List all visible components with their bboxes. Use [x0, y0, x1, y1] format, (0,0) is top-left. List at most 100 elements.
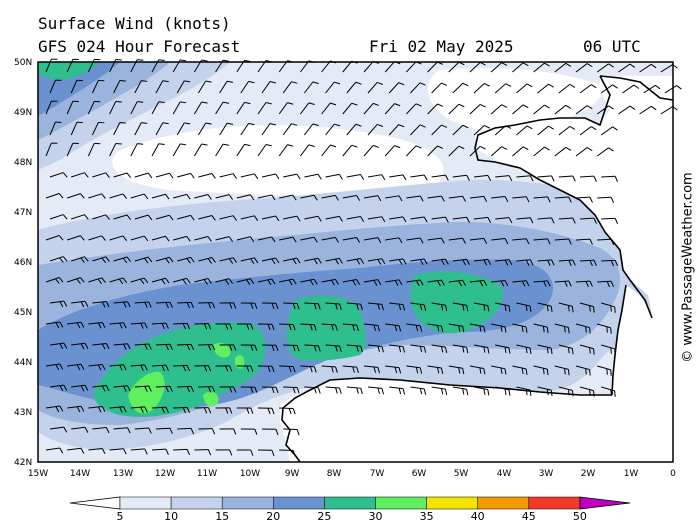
wind-barb	[283, 173, 298, 178]
latitude-axis: 50N 49N 48N 47N 46N 45N 44N 43N 42N	[14, 58, 32, 468]
wind-barb	[109, 364, 124, 367]
band-30-35-core4	[234, 355, 245, 369]
wind-barb-feather	[419, 304, 423, 311]
wind-barb-feather	[351, 102, 358, 106]
wind-barb-feather	[547, 259, 551, 266]
wind-barb	[67, 321, 82, 325]
wind-barb	[197, 80, 207, 94]
wind-barb-feather	[565, 146, 572, 151]
wind-barb-feather	[182, 279, 187, 285]
wind-barb	[452, 344, 467, 348]
wind-barb-feather	[158, 101, 165, 104]
wind-barb-feather	[381, 388, 384, 395]
wind-barb-feather	[437, 367, 440, 374]
calm-patch-northeast	[428, 68, 602, 131]
wind-barb-feather	[58, 235, 64, 241]
wind-barb	[597, 196, 612, 199]
wind-barb-feather	[250, 344, 254, 351]
wind-barb-feather	[546, 305, 549, 312]
wind-barb	[194, 278, 209, 283]
wind-barb	[91, 122, 99, 136]
wind-barb-feather	[207, 365, 212, 372]
wind-barb-feather	[445, 258, 449, 265]
wind-barb-feather	[313, 324, 317, 331]
wind-barb-feather	[381, 174, 386, 181]
wind-barb	[537, 386, 552, 391]
wind-barb	[597, 280, 612, 283]
wind-barb	[495, 386, 510, 391]
wind-barb-feather	[593, 259, 597, 266]
wind-barb	[173, 235, 187, 241]
wind-barb	[367, 386, 382, 389]
wind-barb-feather	[504, 196, 509, 203]
wind-barb-feather	[504, 304, 507, 311]
wind-barb	[173, 364, 188, 367]
wind-barb	[177, 256, 191, 262]
wind-barb-feather	[568, 196, 572, 203]
wind-barb-feather	[254, 173, 259, 180]
wind-barb-feather	[419, 237, 424, 244]
wind-barb	[367, 344, 382, 347]
wind-barb-feather	[229, 365, 233, 372]
wind-barb-feather	[312, 81, 319, 85]
wind-barb-feather	[59, 257, 64, 263]
lat-label: 49N	[14, 108, 32, 118]
forecast-time: 06 UTC	[583, 37, 641, 56]
wind-barb-feather	[250, 302, 254, 309]
wind-barb-feather	[610, 369, 612, 376]
wind-barb-feather	[287, 144, 294, 147]
wind-barb-feather	[377, 303, 380, 310]
wind-barb-feather	[339, 387, 342, 394]
wind-barb	[215, 101, 224, 115]
wind-barb-feather	[201, 101, 208, 104]
wind-barb	[45, 193, 60, 199]
wind-barb	[363, 365, 378, 368]
wind-barb	[283, 215, 298, 220]
wind-barb-feather	[59, 343, 64, 350]
wind-barb	[427, 323, 442, 327]
wind-barb-feather	[265, 144, 272, 147]
wind-barb	[151, 101, 160, 115]
wind-barb-feather	[466, 217, 470, 223]
lon-label: 13W	[113, 469, 133, 479]
wind-barb-feather	[126, 214, 132, 221]
wind-barb-feather	[211, 428, 216, 435]
wind-barb-feather	[398, 388, 402, 395]
wind-barb	[512, 238, 527, 241]
wind-barb-feather	[550, 390, 553, 397]
wind-barb-feather	[158, 59, 165, 62]
wind-barb	[130, 277, 145, 283]
wind-barb	[643, 84, 656, 94]
wind-barb	[533, 104, 545, 115]
wind-barb-feather	[186, 278, 191, 284]
wind-barb-feather	[228, 278, 234, 284]
wind-barb-feather	[525, 238, 530, 245]
wind-barb-feather	[585, 326, 587, 333]
wind-barb-feather	[462, 346, 465, 353]
wind-barb-feather	[487, 389, 490, 396]
wind-barb	[389, 258, 404, 262]
wind-barb	[130, 448, 145, 451]
wind-barb-feather	[542, 368, 545, 375]
wind-barb-feather	[84, 214, 89, 220]
wind-barb-feather	[59, 385, 64, 392]
wind-barb-feather	[55, 364, 60, 371]
band-30-35-core1	[128, 371, 165, 414]
wind-barb-feather	[250, 365, 254, 372]
wind-barb-feather	[508, 389, 511, 396]
wind-barb-feather	[440, 325, 444, 332]
wind-barb-feather	[144, 406, 148, 413]
wind-barb-feather	[147, 256, 153, 263]
wind-barb	[597, 323, 611, 329]
wind-barb-feather	[419, 367, 423, 374]
wind-barb-feather	[165, 364, 169, 371]
wind-barb-feather	[246, 279, 251, 285]
wind-barb-feather	[504, 346, 507, 353]
wind-barb-feather	[271, 408, 275, 415]
wind-barb-feather	[184, 122, 191, 125]
wind-barb-feather	[466, 347, 469, 354]
wind-barb-feather	[487, 259, 492, 265]
wind-barb-feather	[105, 172, 110, 178]
wind-barb-feather	[269, 123, 276, 126]
wind-barb-feather	[441, 195, 445, 202]
